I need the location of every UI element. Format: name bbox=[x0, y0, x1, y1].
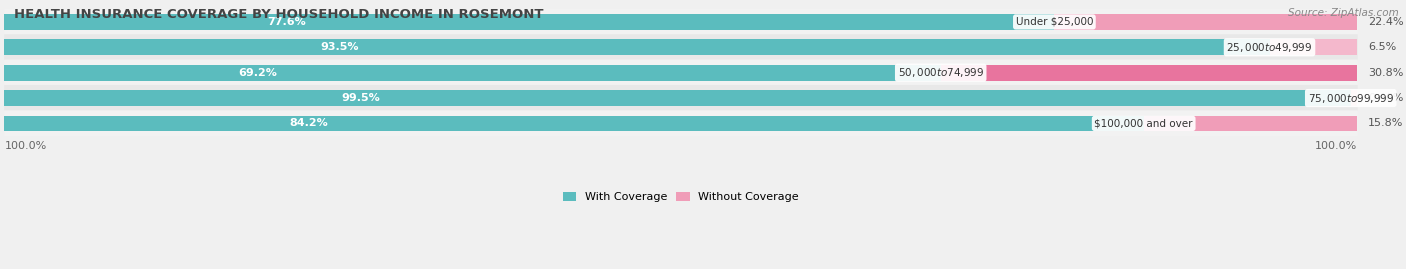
Text: 0.46%: 0.46% bbox=[1368, 93, 1403, 103]
Text: Under $25,000: Under $25,000 bbox=[1015, 17, 1092, 27]
Text: 77.6%: 77.6% bbox=[267, 17, 305, 27]
Text: 100.0%: 100.0% bbox=[1315, 141, 1357, 151]
Bar bbox=[4, 40, 1270, 55]
Text: 100.0%: 100.0% bbox=[4, 141, 46, 151]
Text: 93.5%: 93.5% bbox=[321, 42, 359, 52]
Text: $100,000 and over: $100,000 and over bbox=[1094, 118, 1192, 128]
FancyBboxPatch shape bbox=[4, 85, 1358, 111]
Bar bbox=[1351, 90, 1357, 106]
FancyBboxPatch shape bbox=[4, 60, 1358, 86]
Text: 69.2%: 69.2% bbox=[239, 68, 277, 78]
FancyBboxPatch shape bbox=[4, 110, 1358, 136]
Text: 84.2%: 84.2% bbox=[290, 118, 328, 128]
Text: 6.5%: 6.5% bbox=[1368, 42, 1396, 52]
Text: $75,000 to $99,999: $75,000 to $99,999 bbox=[1308, 91, 1393, 105]
Legend: With Coverage, Without Coverage: With Coverage, Without Coverage bbox=[558, 187, 803, 207]
Text: 22.4%: 22.4% bbox=[1368, 17, 1405, 27]
Text: 30.8%: 30.8% bbox=[1368, 68, 1403, 78]
Text: 15.8%: 15.8% bbox=[1368, 118, 1403, 128]
Bar bbox=[1054, 14, 1357, 30]
Bar bbox=[4, 116, 1143, 131]
Bar bbox=[4, 14, 1054, 30]
Bar bbox=[4, 65, 941, 80]
Bar bbox=[1270, 40, 1357, 55]
Bar bbox=[1143, 116, 1357, 131]
FancyBboxPatch shape bbox=[4, 34, 1358, 60]
Bar bbox=[941, 65, 1357, 80]
Text: $50,000 to $74,999: $50,000 to $74,999 bbox=[897, 66, 984, 79]
Text: 99.5%: 99.5% bbox=[340, 93, 380, 103]
Bar bbox=[4, 90, 1351, 106]
Text: HEALTH INSURANCE COVERAGE BY HOUSEHOLD INCOME IN ROSEMONT: HEALTH INSURANCE COVERAGE BY HOUSEHOLD I… bbox=[14, 8, 544, 21]
Text: Source: ZipAtlas.com: Source: ZipAtlas.com bbox=[1288, 8, 1399, 18]
FancyBboxPatch shape bbox=[4, 9, 1358, 35]
Text: $25,000 to $49,999: $25,000 to $49,999 bbox=[1226, 41, 1313, 54]
